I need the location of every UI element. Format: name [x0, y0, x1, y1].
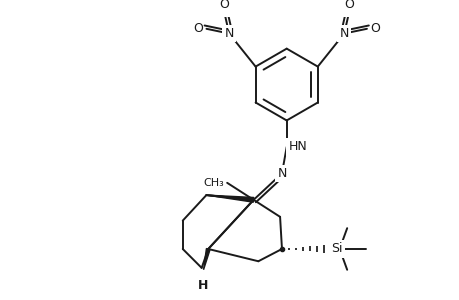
- Text: CH₃: CH₃: [203, 178, 224, 188]
- Text: O: O: [343, 0, 353, 11]
- Text: HN: HN: [288, 140, 307, 153]
- Text: N: N: [339, 27, 348, 40]
- Polygon shape: [203, 249, 210, 270]
- Text: N: N: [224, 27, 233, 40]
- Text: N: N: [277, 167, 286, 180]
- Text: O: O: [369, 22, 380, 35]
- Text: O: O: [193, 22, 202, 35]
- Text: H: H: [198, 279, 208, 292]
- Polygon shape: [206, 195, 253, 202]
- Text: Si: Si: [330, 242, 342, 256]
- Text: O: O: [219, 0, 229, 11]
